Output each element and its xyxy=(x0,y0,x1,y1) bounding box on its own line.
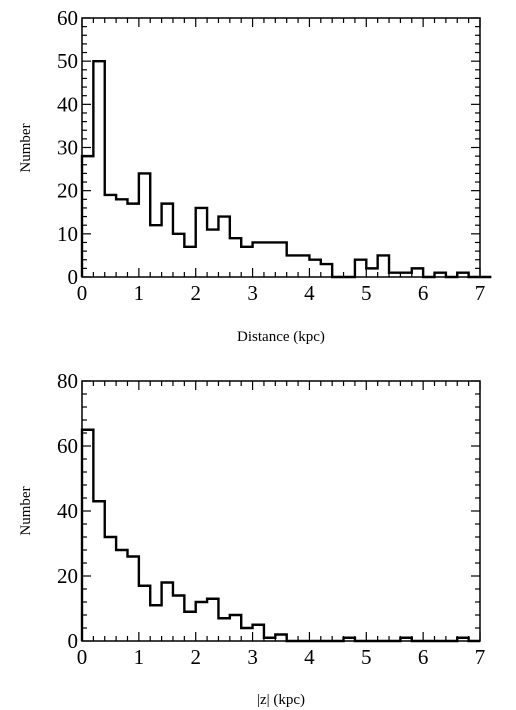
z-histogram-bin xyxy=(400,638,411,641)
z-x-tick-label: 6 xyxy=(418,645,429,669)
distance-histogram-bin xyxy=(127,204,138,277)
z-y-tick-labels: 0 20 40 60 80 xyxy=(57,369,78,653)
distance-histogram-bin xyxy=(241,247,252,277)
distance-histogram-bin xyxy=(207,230,218,277)
distance-histogram-bin xyxy=(389,273,400,277)
z-x-axis-label: |z| (kpc) xyxy=(257,692,305,708)
z-histogram-bin xyxy=(207,599,218,641)
z-histogram-bin xyxy=(230,615,241,641)
distance-y-axis-label: Number xyxy=(18,123,34,172)
distance-y-tick-label: 30 xyxy=(57,136,78,160)
distance-histogram-bin xyxy=(116,199,127,277)
z-x-tick-labels: 0 1 2 3 4 5 6 7 xyxy=(77,645,486,669)
distance-histogram-bin xyxy=(321,264,332,277)
z-y-tick-label: 40 xyxy=(57,499,78,523)
distance-histogram-bin xyxy=(93,61,104,277)
z-y-tick-label: 20 xyxy=(57,564,78,588)
distance-histogram-bin xyxy=(184,247,195,277)
distance-histogram-bin xyxy=(82,156,93,277)
z-histogram-bin xyxy=(184,612,195,641)
z-x-tick-label: 3 xyxy=(247,645,258,669)
distance-histogram-bin xyxy=(435,273,446,277)
distance-y-tick-label: 40 xyxy=(57,92,78,116)
distance-x-tick-labels: 0 1 2 3 4 5 6 7 xyxy=(77,281,486,305)
distance-histogram-bin xyxy=(378,255,389,277)
z-histogram-bin xyxy=(93,501,104,641)
distance-y-tick-label: 10 xyxy=(57,222,78,246)
distance-histogram-bin xyxy=(196,208,207,277)
distance-x-axis-label: Distance (kpc) xyxy=(237,329,325,345)
distance-x-tick-label: 4 xyxy=(304,281,315,305)
distance-histogram-bin xyxy=(366,268,377,277)
distance-histogram-bin xyxy=(275,242,286,277)
z-histogram-bin xyxy=(139,586,150,641)
z-histogram-bin xyxy=(82,430,93,641)
z-y-tick-label: 0 xyxy=(68,629,79,653)
z-histogram-line xyxy=(80,428,480,643)
distance-histogram-bin xyxy=(298,255,309,277)
distance-histogram-bin xyxy=(253,242,264,277)
distance-x-tick-label: 7 xyxy=(475,281,486,305)
z-y-tick-label: 60 xyxy=(57,434,78,458)
distance-histogram-bin xyxy=(150,225,161,277)
z-histogram-bin xyxy=(253,625,264,641)
z-histogram-panel: 0 20 40 60 80 0 1 2 3 4 5 6 7 Number |z| (kpc) xyxy=(18,369,485,708)
z-histogram-bin xyxy=(150,605,161,641)
distance-x-tick-label: 6 xyxy=(418,281,429,305)
distance-x-tick-label: 3 xyxy=(247,281,258,305)
distance-x-tick-label: 1 xyxy=(134,281,145,305)
z-x-tick-label: 1 xyxy=(134,645,145,669)
distance-histogram-bin xyxy=(400,273,411,277)
distance-histogram-bin xyxy=(173,234,184,277)
z-x-tick-label: 7 xyxy=(475,645,486,669)
distance-histogram-bin xyxy=(457,273,468,277)
distance-y-tick-label: 50 xyxy=(57,49,78,73)
z-y-axis-label: Number xyxy=(18,486,34,535)
distance-histogram-bin xyxy=(105,195,116,277)
distance-histogram-panel: 0 10 20 30 40 50 60 0 1 2 3 4 5 6 7 Number Distance (… xyxy=(18,6,492,345)
distance-y-tick-labels: 0 10 20 30 40 50 60 xyxy=(57,6,78,289)
z-histogram-bin xyxy=(275,635,286,642)
distance-y-tick-label: 0 xyxy=(68,265,79,289)
distance-histogram-bin xyxy=(355,260,366,277)
distance-histogram-bin xyxy=(412,268,423,277)
z-histogram-bin xyxy=(344,638,355,641)
z-histogram-bin xyxy=(241,628,252,641)
distance-histogram-bin xyxy=(287,255,298,277)
z-histogram-bin xyxy=(127,557,138,642)
distance-x-tick-label: 2 xyxy=(190,281,201,305)
z-y-tick-label: 80 xyxy=(57,369,78,393)
distance-histogram-line xyxy=(80,59,492,279)
z-histogram-bin xyxy=(218,618,229,641)
distance-histogram-bin xyxy=(162,204,173,277)
z-histogram-bin xyxy=(162,583,173,642)
z-histogram-bin xyxy=(116,550,127,641)
distance-y-tick-label: 20 xyxy=(57,179,78,203)
distance-x-tick-label: 5 xyxy=(361,281,372,305)
distance-histogram-bin xyxy=(218,217,229,277)
z-histogram-bin xyxy=(173,596,184,642)
distance-histogram-bins xyxy=(82,61,469,277)
z-x-tick-label: 4 xyxy=(304,645,315,669)
z-histogram-bin xyxy=(264,638,275,641)
distance-x-tick-label: 0 xyxy=(77,281,88,305)
distance-histogram-bin xyxy=(230,238,241,277)
z-histogram-bins xyxy=(82,430,469,641)
distance-histogram-bin xyxy=(309,260,320,277)
z-x-tick-label: 0 xyxy=(77,645,88,669)
z-x-tick-label: 5 xyxy=(361,645,372,669)
distance-y-tick-label: 60 xyxy=(57,6,78,30)
z-x-tick-label: 2 xyxy=(190,645,201,669)
distance-histogram-bin xyxy=(264,242,275,277)
z-histogram-bin xyxy=(457,638,468,641)
z-histogram-bin xyxy=(105,537,116,641)
z-axis-ticks xyxy=(81,380,481,642)
z-histogram-bin xyxy=(196,602,207,641)
distance-histogram-bin xyxy=(139,173,150,277)
